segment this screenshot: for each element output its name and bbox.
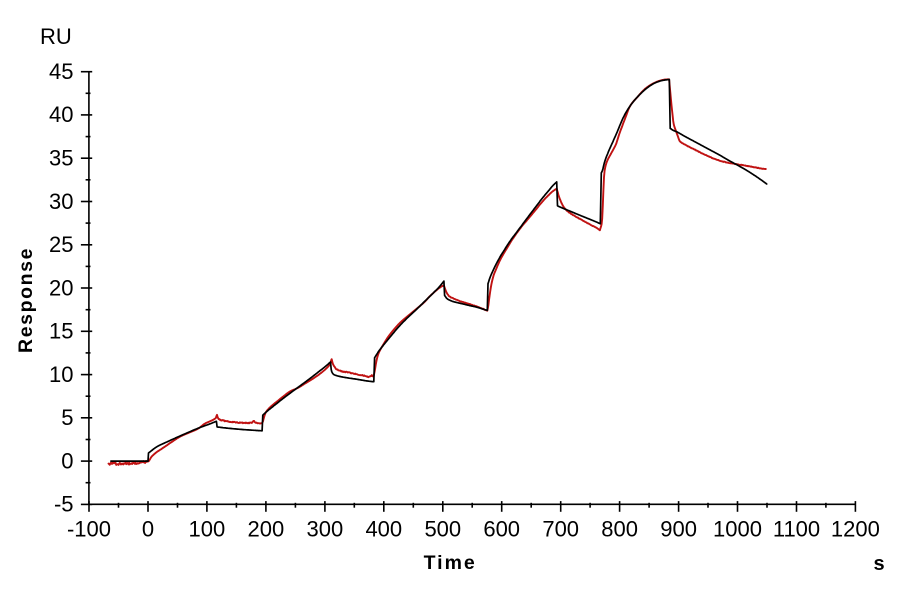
- svg-text:35: 35: [49, 146, 73, 171]
- svg-text:20: 20: [49, 275, 73, 300]
- svg-text:Response: Response: [15, 247, 37, 353]
- svg-text:300: 300: [307, 517, 344, 542]
- svg-text:Time: Time: [424, 552, 477, 574]
- svg-text:45: 45: [49, 59, 73, 84]
- svg-text:1200: 1200: [831, 517, 880, 542]
- svg-text:30: 30: [49, 189, 73, 214]
- svg-text:5: 5: [61, 405, 73, 430]
- svg-text:1000: 1000: [713, 517, 762, 542]
- svg-text:700: 700: [542, 517, 579, 542]
- svg-text:600: 600: [483, 517, 520, 542]
- svg-text:s: s: [874, 553, 885, 575]
- svg-text:400: 400: [365, 517, 402, 542]
- svg-text:25: 25: [49, 232, 73, 257]
- svg-text:-100: -100: [67, 517, 111, 542]
- svg-text:1100: 1100: [773, 517, 820, 542]
- svg-text:500: 500: [424, 517, 461, 542]
- svg-text:800: 800: [601, 517, 638, 542]
- svg-text:100: 100: [189, 517, 226, 542]
- svg-text:200: 200: [248, 517, 285, 542]
- svg-text:-5: -5: [54, 492, 74, 517]
- svg-text:0: 0: [142, 517, 154, 542]
- svg-text:900: 900: [660, 517, 697, 542]
- svg-text:RU: RU: [40, 24, 72, 49]
- svg-text:0: 0: [61, 448, 73, 473]
- svg-text:10: 10: [49, 362, 73, 387]
- svg-text:40: 40: [49, 102, 73, 127]
- svg-text:15: 15: [49, 319, 73, 344]
